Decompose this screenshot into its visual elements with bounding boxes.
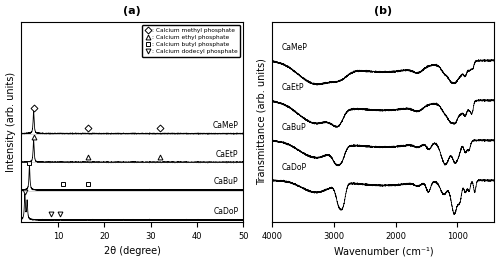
X-axis label: 2θ (degree): 2θ (degree) [104, 247, 160, 256]
Text: CaDoP: CaDoP [282, 163, 306, 172]
Title: (a): (a) [124, 6, 141, 15]
Text: CaMeP: CaMeP [282, 43, 308, 52]
Title: (b): (b) [374, 6, 392, 15]
X-axis label: Wavenumber (cm⁻¹): Wavenumber (cm⁻¹) [334, 247, 433, 256]
Text: CaBuP: CaBuP [214, 177, 238, 187]
Y-axis label: Transmittance (arb. units): Transmittance (arb. units) [257, 59, 267, 185]
Legend: : Calcium methyl phosphate, : Calcium ethyl phosphate, : Calcium butyl phosphate: : Calcium methyl phosphate, : Calcium et… [142, 25, 240, 57]
Text: CaDoP: CaDoP [214, 208, 238, 216]
Text: CaEtP: CaEtP [216, 150, 238, 159]
Text: CaEtP: CaEtP [282, 83, 304, 92]
Text: CaBuP: CaBuP [282, 123, 306, 132]
Text: CaMeP: CaMeP [212, 121, 238, 130]
Y-axis label: Intensity (arb. units): Intensity (arb. units) [6, 72, 16, 172]
